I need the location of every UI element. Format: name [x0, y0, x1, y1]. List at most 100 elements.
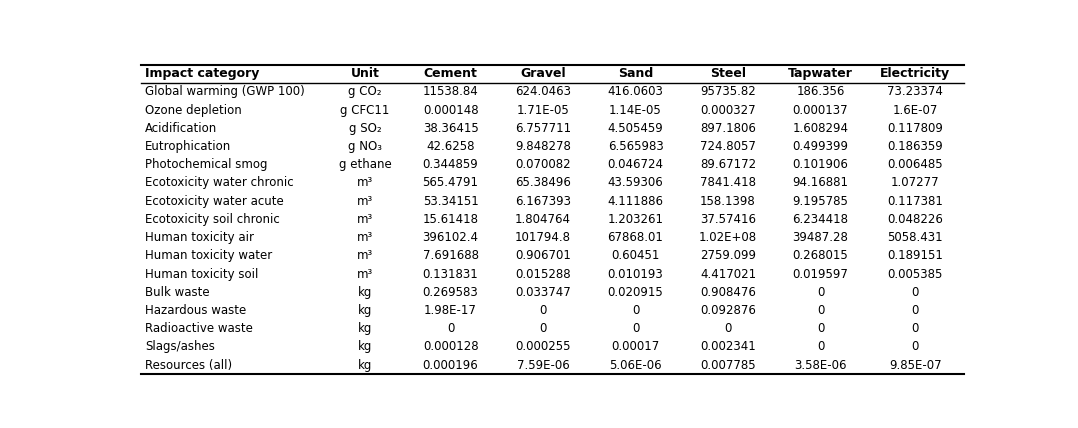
Text: 89.67172: 89.67172 [700, 158, 756, 171]
Text: 0: 0 [817, 304, 825, 317]
Text: Hazardous waste: Hazardous waste [144, 304, 246, 317]
Text: Tapwater: Tapwater [788, 67, 853, 80]
Text: m³: m³ [357, 268, 373, 281]
Text: 1.98E-17: 1.98E-17 [424, 304, 476, 317]
Text: 0.131831: 0.131831 [423, 268, 479, 281]
Text: Steel: Steel [710, 67, 746, 80]
Text: 9.195785: 9.195785 [792, 195, 848, 208]
Text: 0.000327: 0.000327 [701, 104, 756, 116]
Text: 6.167393: 6.167393 [515, 195, 571, 208]
Text: 0: 0 [724, 322, 732, 335]
Text: 0.033747: 0.033747 [515, 286, 571, 299]
Text: 0.019597: 0.019597 [792, 268, 848, 281]
Text: Slags/ashes: Slags/ashes [144, 341, 215, 354]
Text: kg: kg [358, 341, 372, 354]
Text: m³: m³ [357, 250, 373, 262]
Text: 0.015288: 0.015288 [515, 268, 571, 281]
Text: 0: 0 [911, 286, 918, 299]
Text: 65.38496: 65.38496 [515, 176, 571, 190]
Text: 5.06E-06: 5.06E-06 [609, 359, 662, 372]
Text: 0.048226: 0.048226 [887, 213, 943, 226]
Text: g CFC11: g CFC11 [341, 104, 389, 116]
Text: 0.344859: 0.344859 [423, 158, 479, 171]
Text: 0.010193: 0.010193 [608, 268, 663, 281]
Text: g CO₂: g CO₂ [348, 85, 382, 98]
Text: 0.002341: 0.002341 [700, 341, 756, 354]
Text: 0.000137: 0.000137 [792, 104, 848, 116]
Text: 158.1398: 158.1398 [700, 195, 756, 208]
Text: m³: m³ [357, 213, 373, 226]
Text: m³: m³ [357, 231, 373, 244]
Text: 67868.01: 67868.01 [608, 231, 663, 244]
Text: 0.908476: 0.908476 [700, 286, 756, 299]
Text: 2759.099: 2759.099 [700, 250, 756, 262]
Text: 0: 0 [911, 341, 918, 354]
Text: 7.59E-06: 7.59E-06 [516, 359, 569, 372]
Text: 0: 0 [447, 322, 454, 335]
Text: 53.34151: 53.34151 [423, 195, 479, 208]
Text: 1.203261: 1.203261 [608, 213, 664, 226]
Text: Radioactive waste: Radioactive waste [144, 322, 252, 335]
Text: 15.61418: 15.61418 [423, 213, 479, 226]
Text: 1.07277: 1.07277 [890, 176, 939, 190]
Text: 43.59306: 43.59306 [608, 176, 663, 190]
Text: 0.101906: 0.101906 [792, 158, 848, 171]
Text: Ecotoxicity water acute: Ecotoxicity water acute [144, 195, 284, 208]
Text: 1.6E-07: 1.6E-07 [893, 104, 938, 116]
Text: 37.57416: 37.57416 [700, 213, 756, 226]
Text: 0.117809: 0.117809 [887, 122, 943, 135]
Text: 73.23374: 73.23374 [887, 85, 943, 98]
Text: m³: m³ [357, 195, 373, 208]
Text: Ecotoxicity water chronic: Ecotoxicity water chronic [144, 176, 293, 190]
Text: 565.4791: 565.4791 [423, 176, 479, 190]
Text: Electricity: Electricity [880, 67, 950, 80]
Text: 0: 0 [539, 322, 547, 335]
Text: 7.691688: 7.691688 [423, 250, 479, 262]
Text: 3.58E-06: 3.58E-06 [794, 359, 846, 372]
Text: 0.092876: 0.092876 [700, 304, 756, 317]
Text: 39487.28: 39487.28 [792, 231, 848, 244]
Text: 0: 0 [911, 322, 918, 335]
Text: kg: kg [358, 322, 372, 335]
Text: 0.006485: 0.006485 [887, 158, 943, 171]
Text: 0: 0 [817, 286, 825, 299]
Text: 1.71E-05: 1.71E-05 [516, 104, 569, 116]
Text: Human toxicity air: Human toxicity air [144, 231, 253, 244]
Text: 1.02E+08: 1.02E+08 [699, 231, 757, 244]
Text: 95735.82: 95735.82 [700, 85, 756, 98]
Text: 0.000128: 0.000128 [423, 341, 479, 354]
Text: Global warming (GWP 100): Global warming (GWP 100) [144, 85, 304, 98]
Text: 0.268015: 0.268015 [792, 250, 848, 262]
Text: 0.000255: 0.000255 [515, 341, 571, 354]
Text: kg: kg [358, 359, 372, 372]
Text: Human toxicity soil: Human toxicity soil [144, 268, 258, 281]
Text: 0.117381: 0.117381 [887, 195, 943, 208]
Text: 7841.418: 7841.418 [700, 176, 756, 190]
Text: 0.189151: 0.189151 [887, 250, 943, 262]
Text: 0: 0 [539, 304, 547, 317]
Text: 38.36415: 38.36415 [423, 122, 479, 135]
Text: 4.505459: 4.505459 [608, 122, 663, 135]
Text: 0: 0 [632, 322, 639, 335]
Text: 11538.84: 11538.84 [423, 85, 479, 98]
Text: 1.804764: 1.804764 [515, 213, 571, 226]
Text: Ecotoxicity soil chronic: Ecotoxicity soil chronic [144, 213, 279, 226]
Text: 0.000148: 0.000148 [423, 104, 479, 116]
Text: Eutrophication: Eutrophication [144, 140, 231, 153]
Text: Photochemical smog: Photochemical smog [144, 158, 267, 171]
Text: 416.0603: 416.0603 [608, 85, 663, 98]
Text: 4.111886: 4.111886 [608, 195, 664, 208]
Text: 4.417021: 4.417021 [700, 268, 756, 281]
Text: 0: 0 [817, 341, 825, 354]
Text: Sand: Sand [618, 67, 653, 80]
Text: 0.60451: 0.60451 [611, 250, 660, 262]
Text: 0.005385: 0.005385 [887, 268, 943, 281]
Text: 0: 0 [817, 322, 825, 335]
Text: g NO₃: g NO₃ [348, 140, 382, 153]
Text: Human toxicity water: Human toxicity water [144, 250, 272, 262]
Text: 6.757711: 6.757711 [515, 122, 571, 135]
Text: 0: 0 [632, 304, 639, 317]
Text: 94.16881: 94.16881 [792, 176, 848, 190]
Text: g SO₂: g SO₂ [348, 122, 382, 135]
Text: 42.6258: 42.6258 [426, 140, 474, 153]
